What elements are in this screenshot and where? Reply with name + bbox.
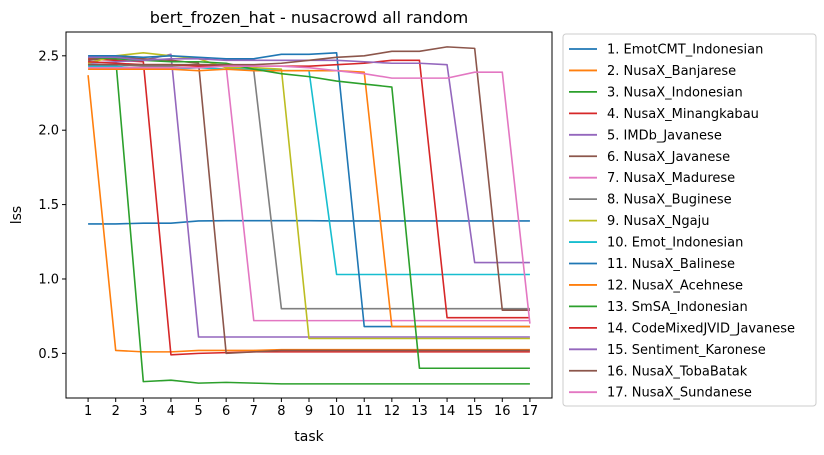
- y-tick-label: 1.5: [38, 198, 59, 213]
- series-line-4: [88, 57, 530, 356]
- legend-entry-label: 16. NusaX_TobaBatak: [607, 364, 748, 379]
- legend-entry-label: 11. NusaX_Balinese: [607, 257, 735, 272]
- series-line-10: [88, 65, 530, 276]
- x-tick-label: 6: [222, 404, 230, 419]
- legend-entry-label: 7. NusaX_Madurese: [607, 171, 735, 186]
- axes: 1 2 3 4 5 6 7 8 9 10 11 12 13 14 15 16 170.51.01.52.02.5: [38, 49, 538, 419]
- x-tick-label: 1: [84, 404, 92, 419]
- x-tick-label: 11: [356, 404, 373, 419]
- series-line-12: [88, 68, 530, 328]
- y-axis-label: lss: [9, 206, 25, 224]
- x-tick-label: 2: [112, 404, 120, 419]
- chart-title: bert_frozen_hat - nusacrowd all random: [150, 8, 468, 28]
- x-tick-label: 13: [411, 404, 428, 419]
- y-tick-label: 0.5: [38, 347, 59, 362]
- y-tick-label: 1.0: [38, 272, 59, 287]
- x-tick-label: 7: [250, 404, 258, 419]
- plot-frame: [65, 31, 553, 399]
- legend-entry-label: 13. SmSA_Indonesian: [607, 300, 748, 315]
- series-line-13: [88, 56, 530, 370]
- x-tick-label: 17: [522, 404, 539, 419]
- legend-entry-label: 10. Emot_Indonesian: [607, 236, 743, 251]
- legend-entry-label: 15. Sentiment_Karonese: [607, 343, 766, 358]
- legend-entry-label: 4. NusaX_Minangkabau: [607, 107, 759, 122]
- legend-entry-label: 9. NusaX_Ngaju: [607, 214, 709, 229]
- series-line-3: [88, 56, 530, 385]
- y-tick-label: 2.5: [38, 49, 59, 64]
- x-tick-label: 4: [167, 404, 175, 419]
- legend-entry-label: 17. NusaX_Sundanese: [607, 386, 752, 401]
- series-line-8: [88, 63, 530, 310]
- series-lines: [87, 46, 531, 385]
- legend-entry-label: 5. IMDb_Javanese: [607, 128, 722, 143]
- series-line-2: [87, 75, 530, 353]
- x-tick-label: 5: [194, 404, 202, 419]
- legend-entry-label: 2. NusaX_Banjarese: [607, 64, 736, 79]
- x-tick-label: 16: [494, 404, 511, 419]
- series-line-9: [87, 52, 530, 340]
- legend-entry-label: 8. NusaX_Buginese: [607, 193, 732, 208]
- legend-entry-label: 12. NusaX_Acehnese: [607, 278, 743, 293]
- series-line-17: [88, 65, 531, 324]
- x-tick-label: 9: [305, 404, 313, 419]
- legend-entry-label: 6. NusaX_Javanese: [607, 150, 730, 165]
- legend-entry-label: 14. CodeMixedJVID_Javanese: [607, 321, 795, 336]
- x-tick-label: 8: [277, 404, 285, 419]
- x-tick-label: 12: [384, 404, 401, 419]
- series-line-7: [88, 60, 530, 322]
- x-tick-label: 14: [439, 404, 456, 419]
- series-line-15: [88, 56, 530, 264]
- legend-entry-label: 1. EmotCMT_Indonesian: [607, 43, 763, 58]
- legend-entry-label: 3. NusaX_Indonesian: [607, 85, 743, 100]
- legend: 1. EmotCMT_Indonesian 2. NusaX_Banjarese 3…: [562, 33, 817, 407]
- legend-frame: [562, 33, 817, 407]
- y-tick-label: 2.0: [38, 124, 59, 139]
- x-tick-label: 10: [328, 404, 345, 419]
- series-line-5: [88, 53, 530, 338]
- series-line-11: [88, 52, 530, 328]
- x-axis-label: task: [294, 429, 324, 445]
- x-tick-label: 15: [466, 404, 483, 419]
- series-line-1: [88, 219, 530, 225]
- x-tick-label: 3: [139, 404, 147, 419]
- series-line-16: [88, 46, 530, 312]
